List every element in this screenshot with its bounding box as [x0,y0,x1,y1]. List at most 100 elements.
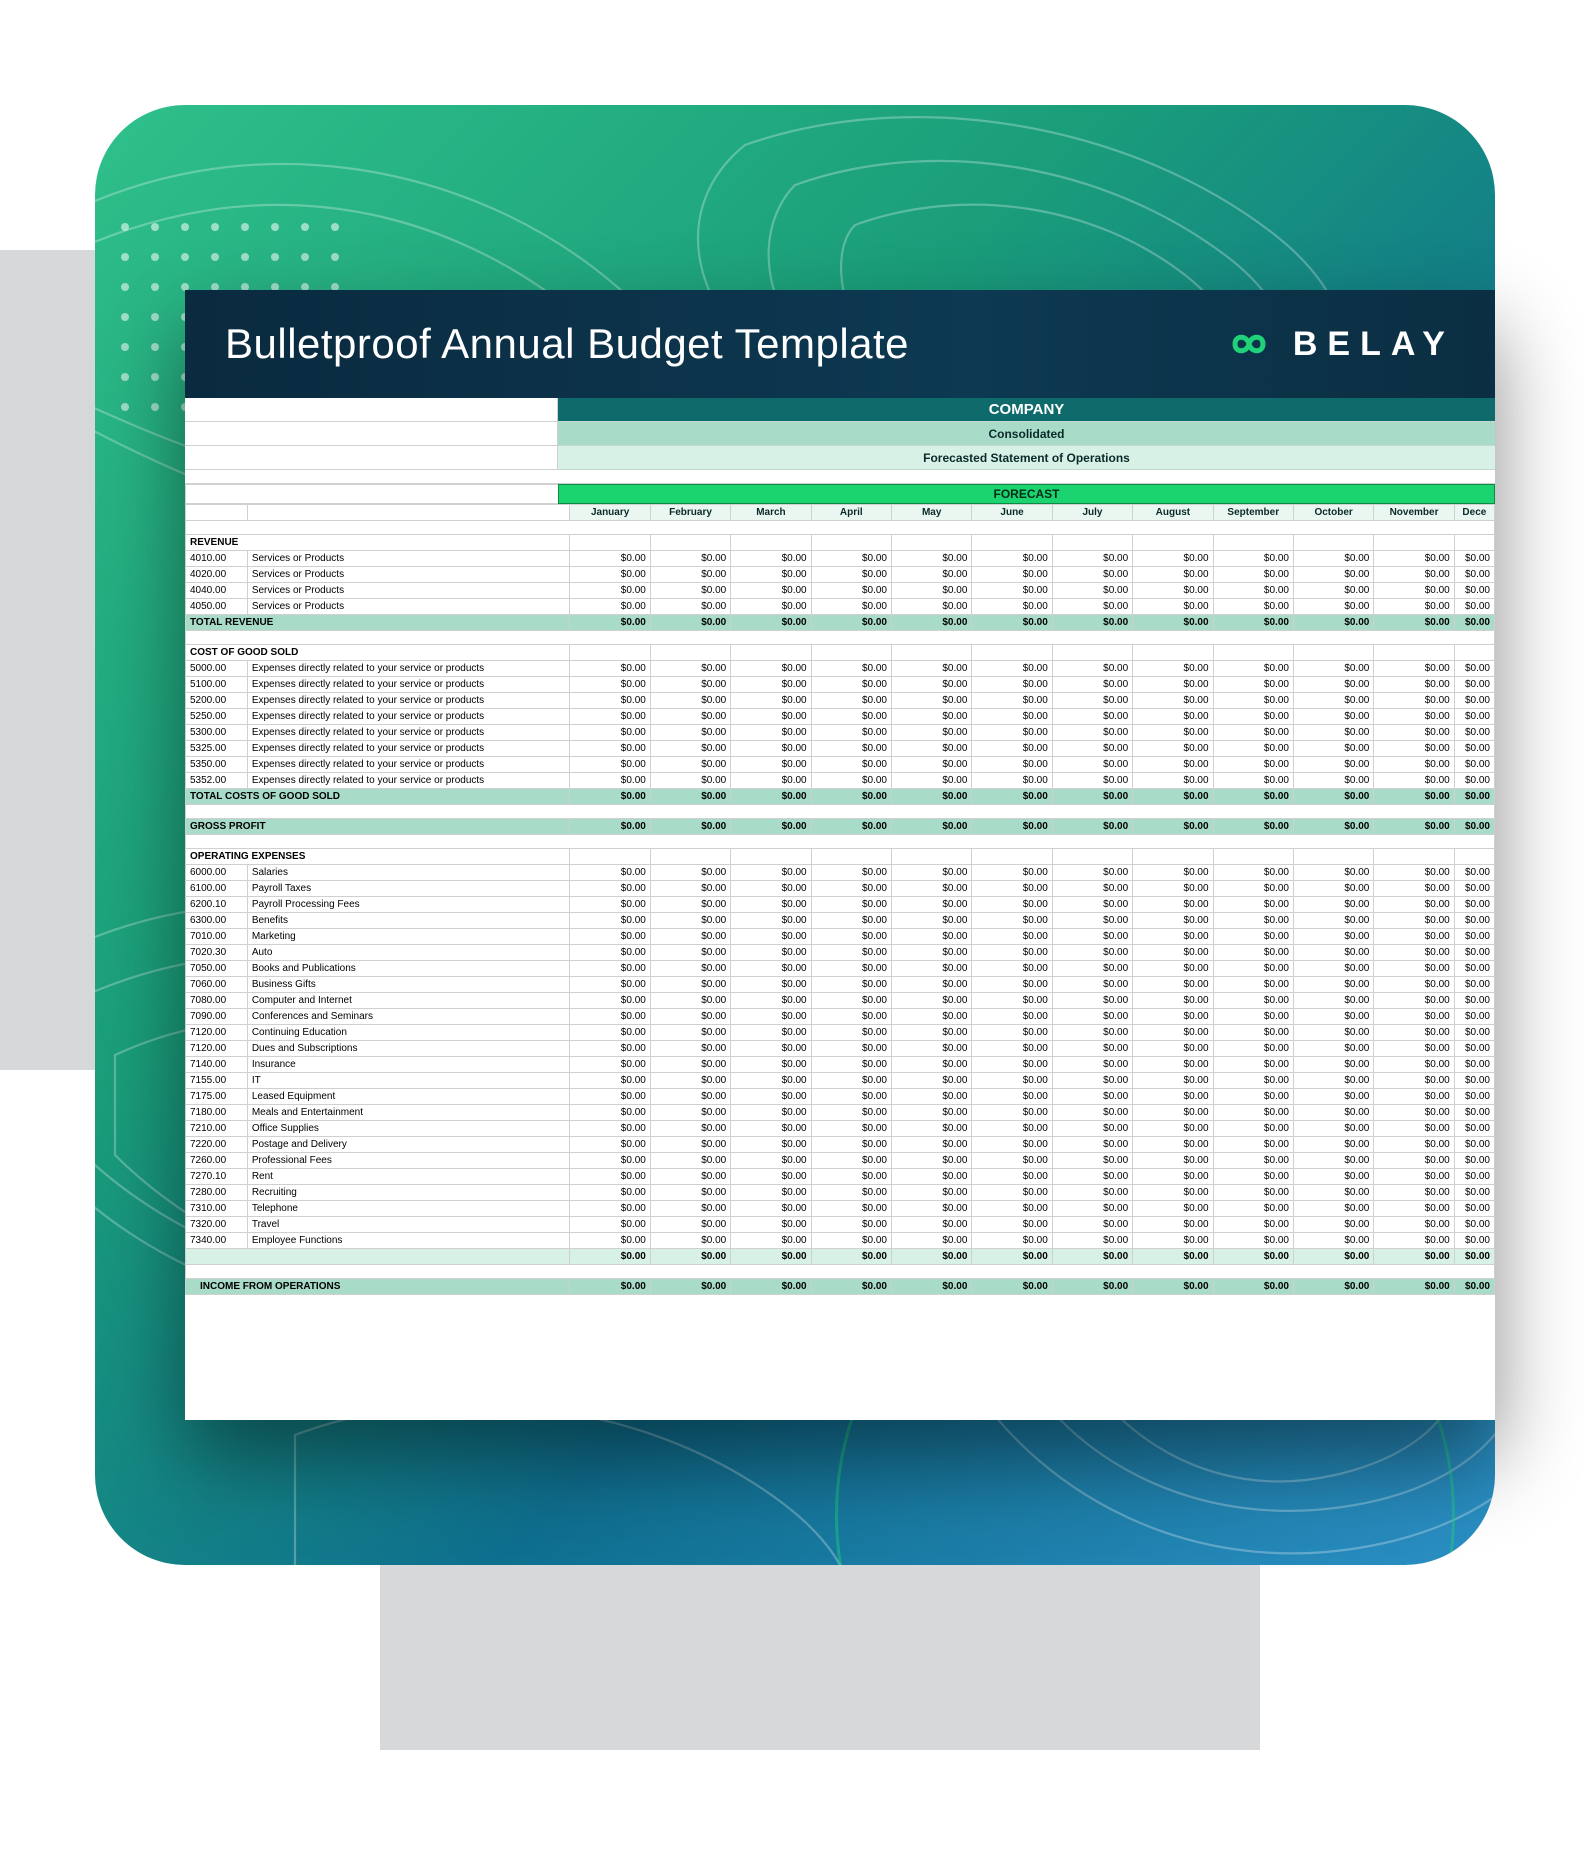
cell-value[interactable]: $0.00 [1374,709,1454,725]
cell-value[interactable]: $0.00 [1052,1217,1132,1233]
cell-value[interactable]: $0.00 [892,1057,972,1073]
cell-value[interactable]: $0.00 [1052,1233,1132,1249]
cell-value[interactable]: $0.00 [972,677,1052,693]
cell-value[interactable]: $0.00 [1052,677,1132,693]
cell-value[interactable]: $0.00 [570,1233,650,1249]
cell-value[interactable]: $0.00 [892,961,972,977]
cell-value[interactable]: $0.00 [1293,661,1373,677]
cell-value[interactable]: $0.00 [570,709,650,725]
cell-value[interactable]: $0.00 [1293,725,1373,741]
cell-value[interactable]: $0.00 [1293,929,1373,945]
cell-value[interactable]: $0.00 [892,819,972,835]
cell-value[interactable]: $0.00 [892,1041,972,1057]
cell-value[interactable]: $0.00 [570,913,650,929]
cell-value[interactable]: $0.00 [650,1073,730,1089]
cell-value[interactable]: $0.00 [1374,1057,1454,1073]
cell-value[interactable]: $0.00 [731,1153,811,1169]
cell-value[interactable]: $0.00 [892,1217,972,1233]
cell-value[interactable]: $0.00 [731,1041,811,1057]
cell-value[interactable]: $0.00 [650,865,730,881]
cell-value[interactable]: $0.00 [570,1009,650,1025]
cell-value[interactable]: $0.00 [570,993,650,1009]
cell-value[interactable]: $0.00 [1374,1279,1454,1295]
cell-value[interactable]: $0.00 [1374,773,1454,789]
cell-value[interactable]: $0.00 [1052,773,1132,789]
cell-value[interactable]: $0.00 [1052,1279,1132,1295]
cell-value[interactable]: $0.00 [972,1025,1052,1041]
cell-value[interactable]: $0.00 [811,567,891,583]
cell-value[interactable]: $0.00 [1213,897,1293,913]
cell-value[interactable]: $0.00 [1454,583,1494,599]
cell-value[interactable]: $0.00 [1374,725,1454,741]
cell-value[interactable]: $0.00 [731,881,811,897]
cell-value[interactable]: $0.00 [650,913,730,929]
cell-value[interactable]: $0.00 [1293,1201,1373,1217]
cell-value[interactable]: $0.00 [650,1217,730,1233]
cell-value[interactable]: $0.00 [1374,1153,1454,1169]
cell-value[interactable]: $0.00 [650,599,730,615]
cell-value[interactable]: $0.00 [811,599,891,615]
cell-value[interactable]: $0.00 [811,709,891,725]
cell-value[interactable]: $0.00 [1052,1089,1132,1105]
cell-value[interactable]: $0.00 [1133,819,1213,835]
cell-value[interactable]: $0.00 [1213,1057,1293,1073]
cell-value[interactable]: $0.00 [1293,865,1373,881]
cell-value[interactable]: $0.00 [731,1009,811,1025]
cell-value[interactable]: $0.00 [811,913,891,929]
cell-value[interactable]: $0.00 [972,1041,1052,1057]
cell-value[interactable]: $0.00 [972,929,1052,945]
cell-value[interactable]: $0.00 [811,773,891,789]
cell-value[interactable]: $0.00 [731,1073,811,1089]
cell-value[interactable]: $0.00 [1133,1105,1213,1121]
cell-value[interactable]: $0.00 [570,1279,650,1295]
cell-value[interactable]: $0.00 [1052,1073,1132,1089]
cell-value[interactable]: $0.00 [650,1089,730,1105]
cell-value[interactable]: $0.00 [892,789,972,805]
cell-value[interactable]: $0.00 [972,661,1052,677]
cell-value[interactable]: $0.00 [811,725,891,741]
cell-value[interactable]: $0.00 [1133,1073,1213,1089]
cell-value[interactable]: $0.00 [1293,773,1373,789]
cell-value[interactable]: $0.00 [1052,661,1132,677]
cell-value[interactable]: $0.00 [1454,865,1494,881]
cell-value[interactable]: $0.00 [570,865,650,881]
cell-value[interactable]: $0.00 [1213,1009,1293,1025]
cell-value[interactable]: $0.00 [1374,881,1454,897]
cell-value[interactable]: $0.00 [1293,897,1373,913]
cell-value[interactable]: $0.00 [892,741,972,757]
cell-value[interactable]: $0.00 [570,1041,650,1057]
cell-value[interactable]: $0.00 [570,977,650,993]
cell-value[interactable]: $0.00 [1454,661,1494,677]
cell-value[interactable]: $0.00 [1293,567,1373,583]
cell-value[interactable]: $0.00 [1133,977,1213,993]
cell-value[interactable]: $0.00 [1213,661,1293,677]
cell-value[interactable]: $0.00 [1374,1217,1454,1233]
cell-value[interactable]: $0.00 [811,1169,891,1185]
cell-value[interactable]: $0.00 [731,757,811,773]
cell-value[interactable]: $0.00 [811,1057,891,1073]
cell-value[interactable]: $0.00 [650,583,730,599]
cell-value[interactable]: $0.00 [1454,725,1494,741]
cell-value[interactable]: $0.00 [1133,789,1213,805]
cell-value[interactable]: $0.00 [1133,1185,1213,1201]
cell-value[interactable]: $0.00 [1454,1249,1494,1265]
cell-value[interactable]: $0.00 [1133,1025,1213,1041]
cell-value[interactable]: $0.00 [1052,1169,1132,1185]
cell-value[interactable]: $0.00 [811,677,891,693]
cell-value[interactable]: $0.00 [1213,1073,1293,1089]
cell-value[interactable]: $0.00 [1052,881,1132,897]
cell-value[interactable]: $0.00 [1454,1089,1494,1105]
cell-value[interactable]: $0.00 [1374,583,1454,599]
cell-value[interactable]: $0.00 [1133,773,1213,789]
cell-value[interactable]: $0.00 [1213,1185,1293,1201]
cell-value[interactable]: $0.00 [1213,599,1293,615]
cell-value[interactable]: $0.00 [1052,789,1132,805]
cell-value[interactable]: $0.00 [892,567,972,583]
cell-value[interactable]: $0.00 [1454,945,1494,961]
cell-value[interactable]: $0.00 [1454,1169,1494,1185]
cell-value[interactable]: $0.00 [1052,615,1132,631]
cell-value[interactable]: $0.00 [731,773,811,789]
cell-value[interactable]: $0.00 [570,1105,650,1121]
cell-value[interactable]: $0.00 [1454,961,1494,977]
cell-value[interactable]: $0.00 [1213,881,1293,897]
